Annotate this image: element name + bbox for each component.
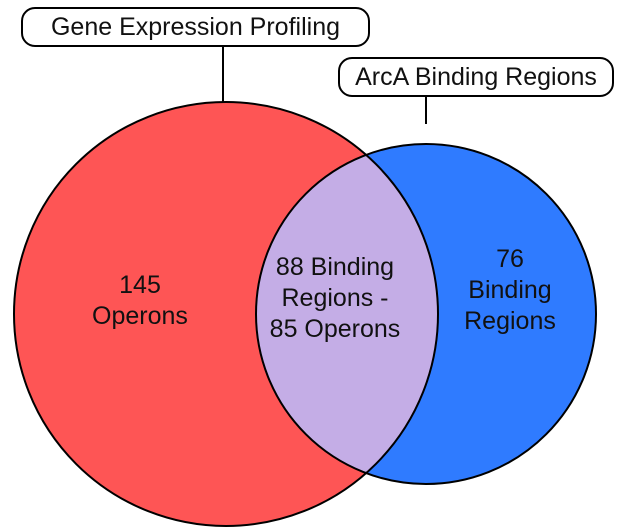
gene-expression-profiling-label: Gene Expression Profiling xyxy=(21,7,370,47)
left-only-line-2: Operons xyxy=(92,302,188,330)
right-only-line-1: 76 xyxy=(496,245,524,273)
overlap-count: 88 Binding Regions - 85 Operons xyxy=(230,252,440,345)
overlap-line-3: 85 Operons xyxy=(269,315,401,343)
right-only-count: 76 Binding Regions xyxy=(440,244,580,337)
overlap-line-2: Regions - xyxy=(281,284,389,312)
left-only-line-1: 145 xyxy=(119,271,161,299)
right-only-line-3: Regions xyxy=(464,307,556,335)
overlap-line-1: 88 Binding xyxy=(275,253,395,281)
left-only-count: 145 Operons xyxy=(60,270,220,332)
gene-expression-profiling-outline xyxy=(13,101,439,527)
intersection-region xyxy=(256,144,438,484)
arca-binding-regions-outline xyxy=(255,143,597,485)
right-only-line-2: Binding xyxy=(468,276,552,304)
arca-binding-regions-label: ArcA Binding Regions xyxy=(338,57,614,97)
